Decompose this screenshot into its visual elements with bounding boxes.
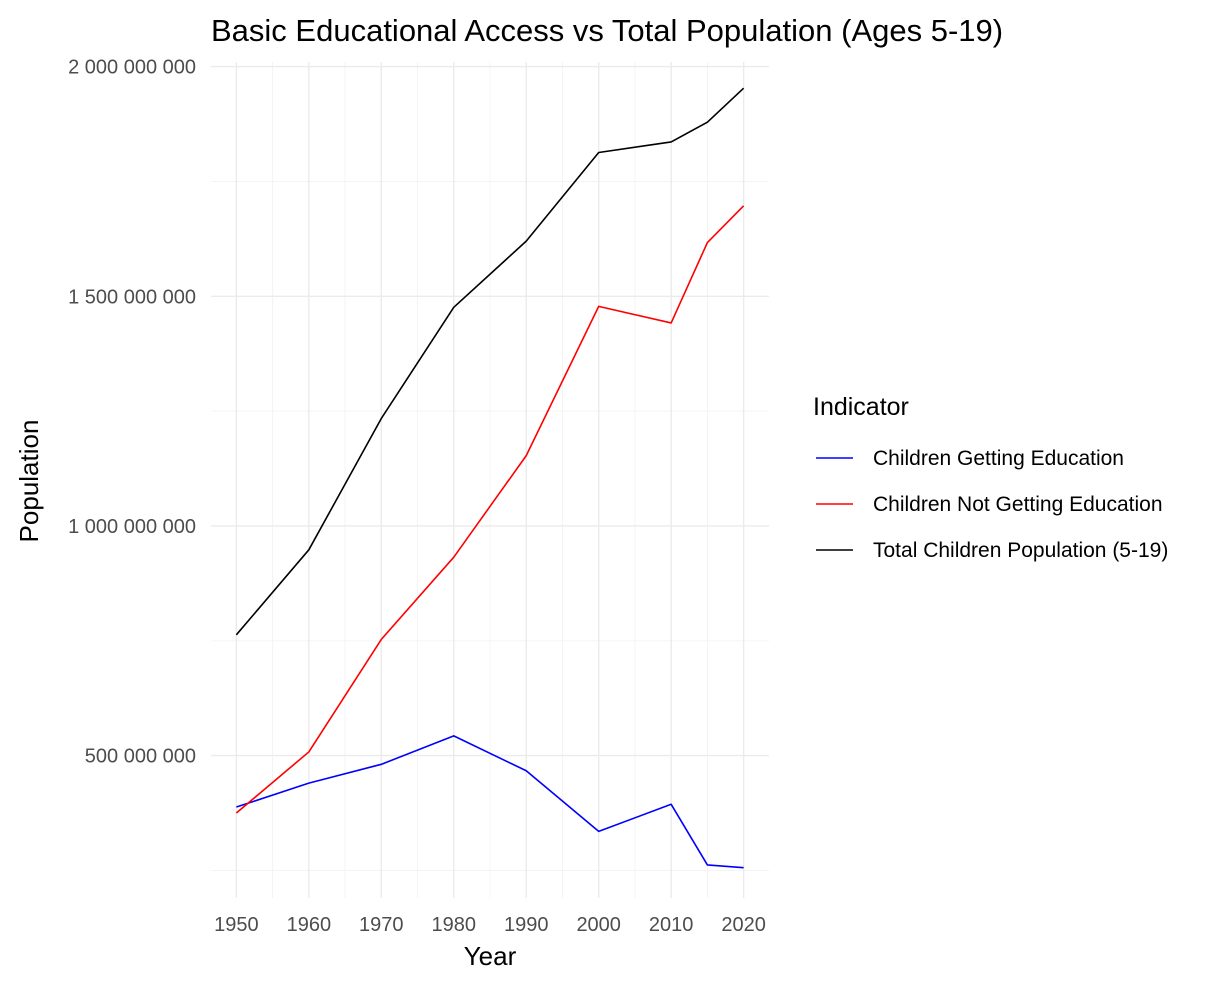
x-tick-label: 2000 xyxy=(576,914,621,936)
x-tick-label: 1950 xyxy=(214,914,259,936)
chart-title: Basic Educational Access vs Total Popula… xyxy=(211,13,1003,48)
x-tick-label: 1970 xyxy=(359,914,404,936)
legend-item: Children Not Getting Education xyxy=(816,493,1163,516)
series-line-children-not-getting-education xyxy=(235,205,745,814)
grid xyxy=(211,62,769,898)
y-axis: 500 000 000 1 000 000 000 1 500 000 000 2 0… xyxy=(68,57,196,768)
y-tick-label: 1 000 000 000 xyxy=(68,516,196,538)
y-tick-label: 500 000 000 xyxy=(85,746,196,768)
x-tick-label: 1990 xyxy=(504,914,549,936)
legend-item: Total Children Population (5-19) xyxy=(816,539,1168,562)
y-tick-label: 2 000 000 000 xyxy=(68,57,196,79)
x-axis-title: Year xyxy=(464,941,517,971)
x-tick-label: 2020 xyxy=(721,914,766,936)
series-line-total-children-population-5-19 xyxy=(235,87,745,636)
series-lines xyxy=(235,87,745,869)
legend-label: Children Getting Education xyxy=(873,447,1124,470)
x-tick-label: 1960 xyxy=(287,914,332,936)
y-tick-label: 1 500 000 000 xyxy=(68,286,196,308)
series-line-children-getting-education xyxy=(236,735,744,869)
legend: Indicator Children Getting EducationChil… xyxy=(813,393,1168,562)
legend-item: Children Getting Education xyxy=(816,447,1124,470)
x-tick-label: 1980 xyxy=(432,914,477,936)
legend-items: Children Getting Education Children Not G… xyxy=(816,447,1168,562)
legend-label: Total Children Population (5-19) xyxy=(873,539,1168,562)
y-axis-title: Population xyxy=(14,420,44,543)
x-axis: 1950 1960 1970 1980 1990 2000 2010 2020 xyxy=(214,914,766,936)
x-tick-label: 2010 xyxy=(649,914,694,936)
legend-label: Children Not Getting Education xyxy=(873,493,1163,516)
legend-title: Indicator xyxy=(813,393,909,421)
